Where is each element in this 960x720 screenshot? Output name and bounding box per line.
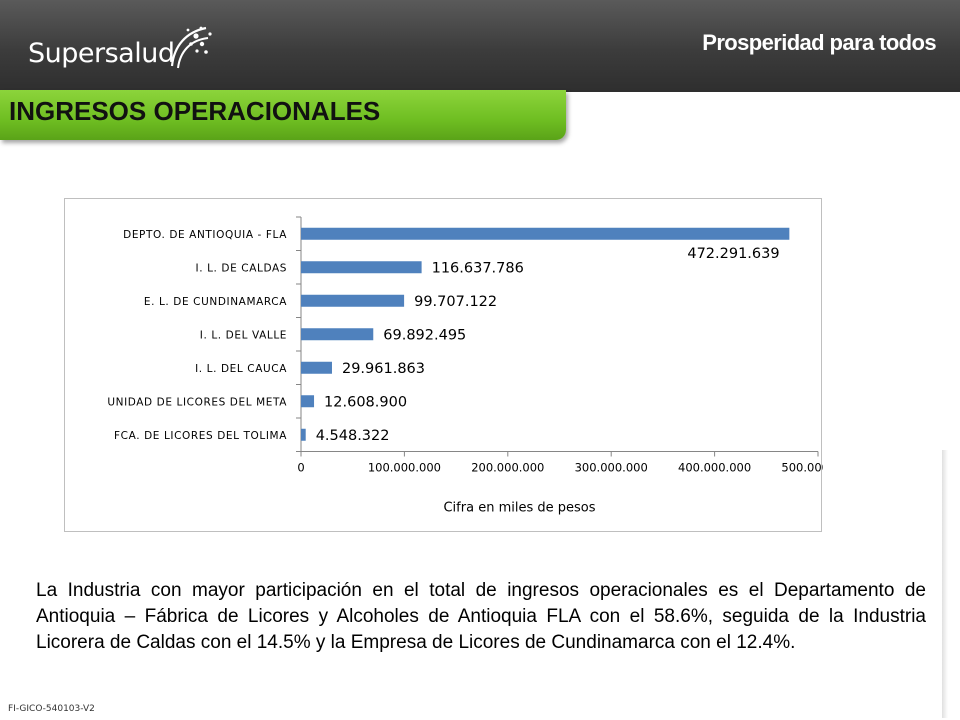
bar xyxy=(301,328,374,341)
slide-edge-shadow xyxy=(942,450,948,718)
bar xyxy=(301,294,405,307)
government-slogan: Prosperidad para todos xyxy=(702,30,936,55)
document-code: FI-GICO-540103-V2 xyxy=(8,704,95,714)
x-tick-label: 0 xyxy=(297,461,304,475)
x-tick-label: 300.000.000 xyxy=(575,461,648,475)
data-label: 12.608.900 xyxy=(324,394,407,410)
data-label: 29.961.863 xyxy=(342,361,425,377)
header-bar: Supersalud Prosperidad para todos xyxy=(0,0,960,92)
bar xyxy=(301,395,315,408)
data-label: 69.892.495 xyxy=(383,327,466,343)
title-banner: INGRESOS OPERACIONALES xyxy=(0,90,566,140)
category-label: DEPTO. DE ANTIOQUIA - FLA xyxy=(123,229,287,241)
logo-text: Supersalud xyxy=(28,38,175,69)
supersalud-logo: Supersalud xyxy=(28,22,212,82)
x-axis-title: Cifra en miles de pesos xyxy=(443,501,595,516)
category-label: FCA. DE LICORES DEL TOLIMA xyxy=(114,430,287,442)
supersalud-sparkle-icon xyxy=(170,26,212,69)
x-tick-label: 500.000.000 xyxy=(781,461,823,475)
x-tick-label: 100.000.000 xyxy=(368,461,441,475)
data-label: 472.291.639 xyxy=(687,246,779,262)
chart-container: 0 100.000.000 200.000.000 300.000.000 400.00… xyxy=(64,198,823,532)
page-title: INGRESOS OPERACIONALES xyxy=(9,96,381,126)
category-label: UNIDAD DE LICORES DEL META xyxy=(107,396,287,408)
data-label: 99.707.122 xyxy=(414,294,497,310)
income-bar-chart: 0 100.000.000 200.000.000 300.000.000 400.00… xyxy=(107,216,823,516)
summary-paragraph: La Industria con mayor participación en … xyxy=(36,580,926,653)
category-label: I. L. DE CALDAS xyxy=(196,262,287,274)
bar xyxy=(301,227,790,240)
x-tick-label: 200.000.000 xyxy=(471,461,544,475)
bar xyxy=(301,261,422,274)
category-label: I. L. DEL CAUCA xyxy=(195,363,287,375)
x-tick-label: 400.000.000 xyxy=(678,461,751,475)
bar xyxy=(301,428,306,441)
data-label: 4.548.322 xyxy=(316,428,390,444)
data-label: 116.637.786 xyxy=(432,260,524,276)
category-label: I. L. DEL VALLE xyxy=(200,329,287,341)
category-label: E. L. DE CUNDINAMARCA xyxy=(144,296,287,308)
bar xyxy=(301,361,332,374)
